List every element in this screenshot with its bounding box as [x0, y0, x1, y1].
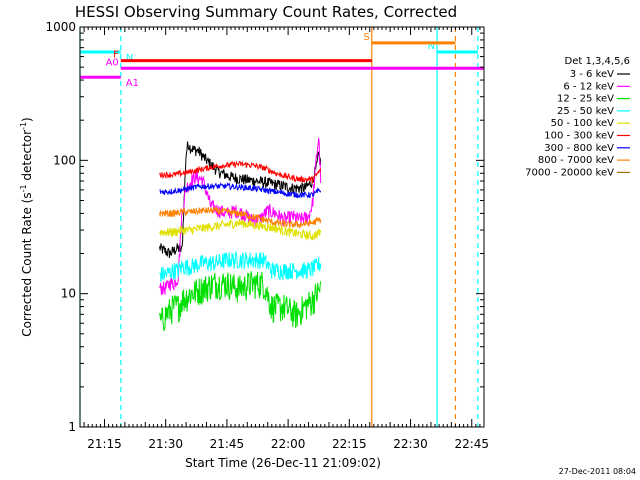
legend-label-1: 6 - 12 keV: [563, 81, 614, 92]
y-axis-label-end: ): [20, 117, 34, 122]
flag-label-3: A0: [106, 57, 119, 68]
legend-label-6: 300 - 800 keV: [544, 143, 614, 154]
series-line-3: [159, 251, 322, 283]
tick-layer: 21:15 21:30 21:45 22:00 22:15 22:30 22:45 1 10 10…: [45, 20, 489, 451]
y-tick-label-2: 100: [53, 153, 76, 167]
series-line-0: [159, 141, 322, 259]
x-tick-label-3: 22:00: [271, 437, 306, 451]
series-line-5: [159, 160, 322, 185]
footer-timestamp: 27-Dec-2011 08:04: [559, 467, 636, 476]
x-axis-label: Start Time (26-Dec-11 21:09:02): [185, 456, 381, 470]
flag-label-0: N: [126, 53, 133, 64]
legend-label-3: 25 - 50 keV: [557, 106, 614, 117]
x-tick-label-4: 22:15: [332, 437, 367, 451]
legend-title: Det 1,3,4,5,6: [565, 56, 630, 67]
series-line-2: [159, 271, 322, 332]
x-tick-label-2: 21:45: [210, 437, 245, 451]
flag-label-2: F: [113, 50, 119, 61]
legend-label-2: 12 - 25 keV: [557, 94, 614, 105]
series-layer: [159, 137, 322, 332]
flag-label-5: S: [363, 32, 369, 43]
legend-label-4: 50 - 100 keV: [551, 118, 615, 129]
series-line-7: [159, 206, 322, 229]
y-tick-label-3: 1000: [45, 20, 76, 34]
y-axis-label-sup2: -1: [19, 122, 28, 130]
plot-frame: [79, 26, 485, 428]
series-line-4: [159, 218, 322, 241]
flag-label-1: N: [428, 41, 435, 52]
legend-label-8: 7000 - 20000 keV: [525, 167, 614, 178]
y-axis-label: Corrected Count Rate (s-1 detector-1): [19, 117, 34, 336]
series-line-6: [159, 181, 322, 199]
y-tick-label-1: 10: [61, 287, 76, 301]
y-axis-label-main: Corrected Count Rate (s: [20, 192, 34, 336]
x-tick-label-1: 21:30: [148, 437, 183, 451]
x-tick-label-0: 21:15: [87, 437, 122, 451]
y-axis-label-sup1: -1: [19, 184, 28, 192]
legend-label-5: 100 - 300 keV: [544, 131, 614, 142]
x-tick-label-5: 22:30: [393, 437, 428, 451]
legend-label-7: 800 - 7000 keV: [538, 155, 614, 166]
flag-label-4: A1: [126, 78, 139, 89]
legend-label-0: 3 - 6 keV: [570, 69, 614, 80]
y-tick-label-0: 1: [68, 420, 76, 434]
y-axis-label-mid: detector: [20, 130, 34, 185]
chart-title: HESSI Observing Summary Count Rates, Cor…: [75, 3, 457, 21]
x-tick-label-6: 22:45: [454, 437, 489, 451]
